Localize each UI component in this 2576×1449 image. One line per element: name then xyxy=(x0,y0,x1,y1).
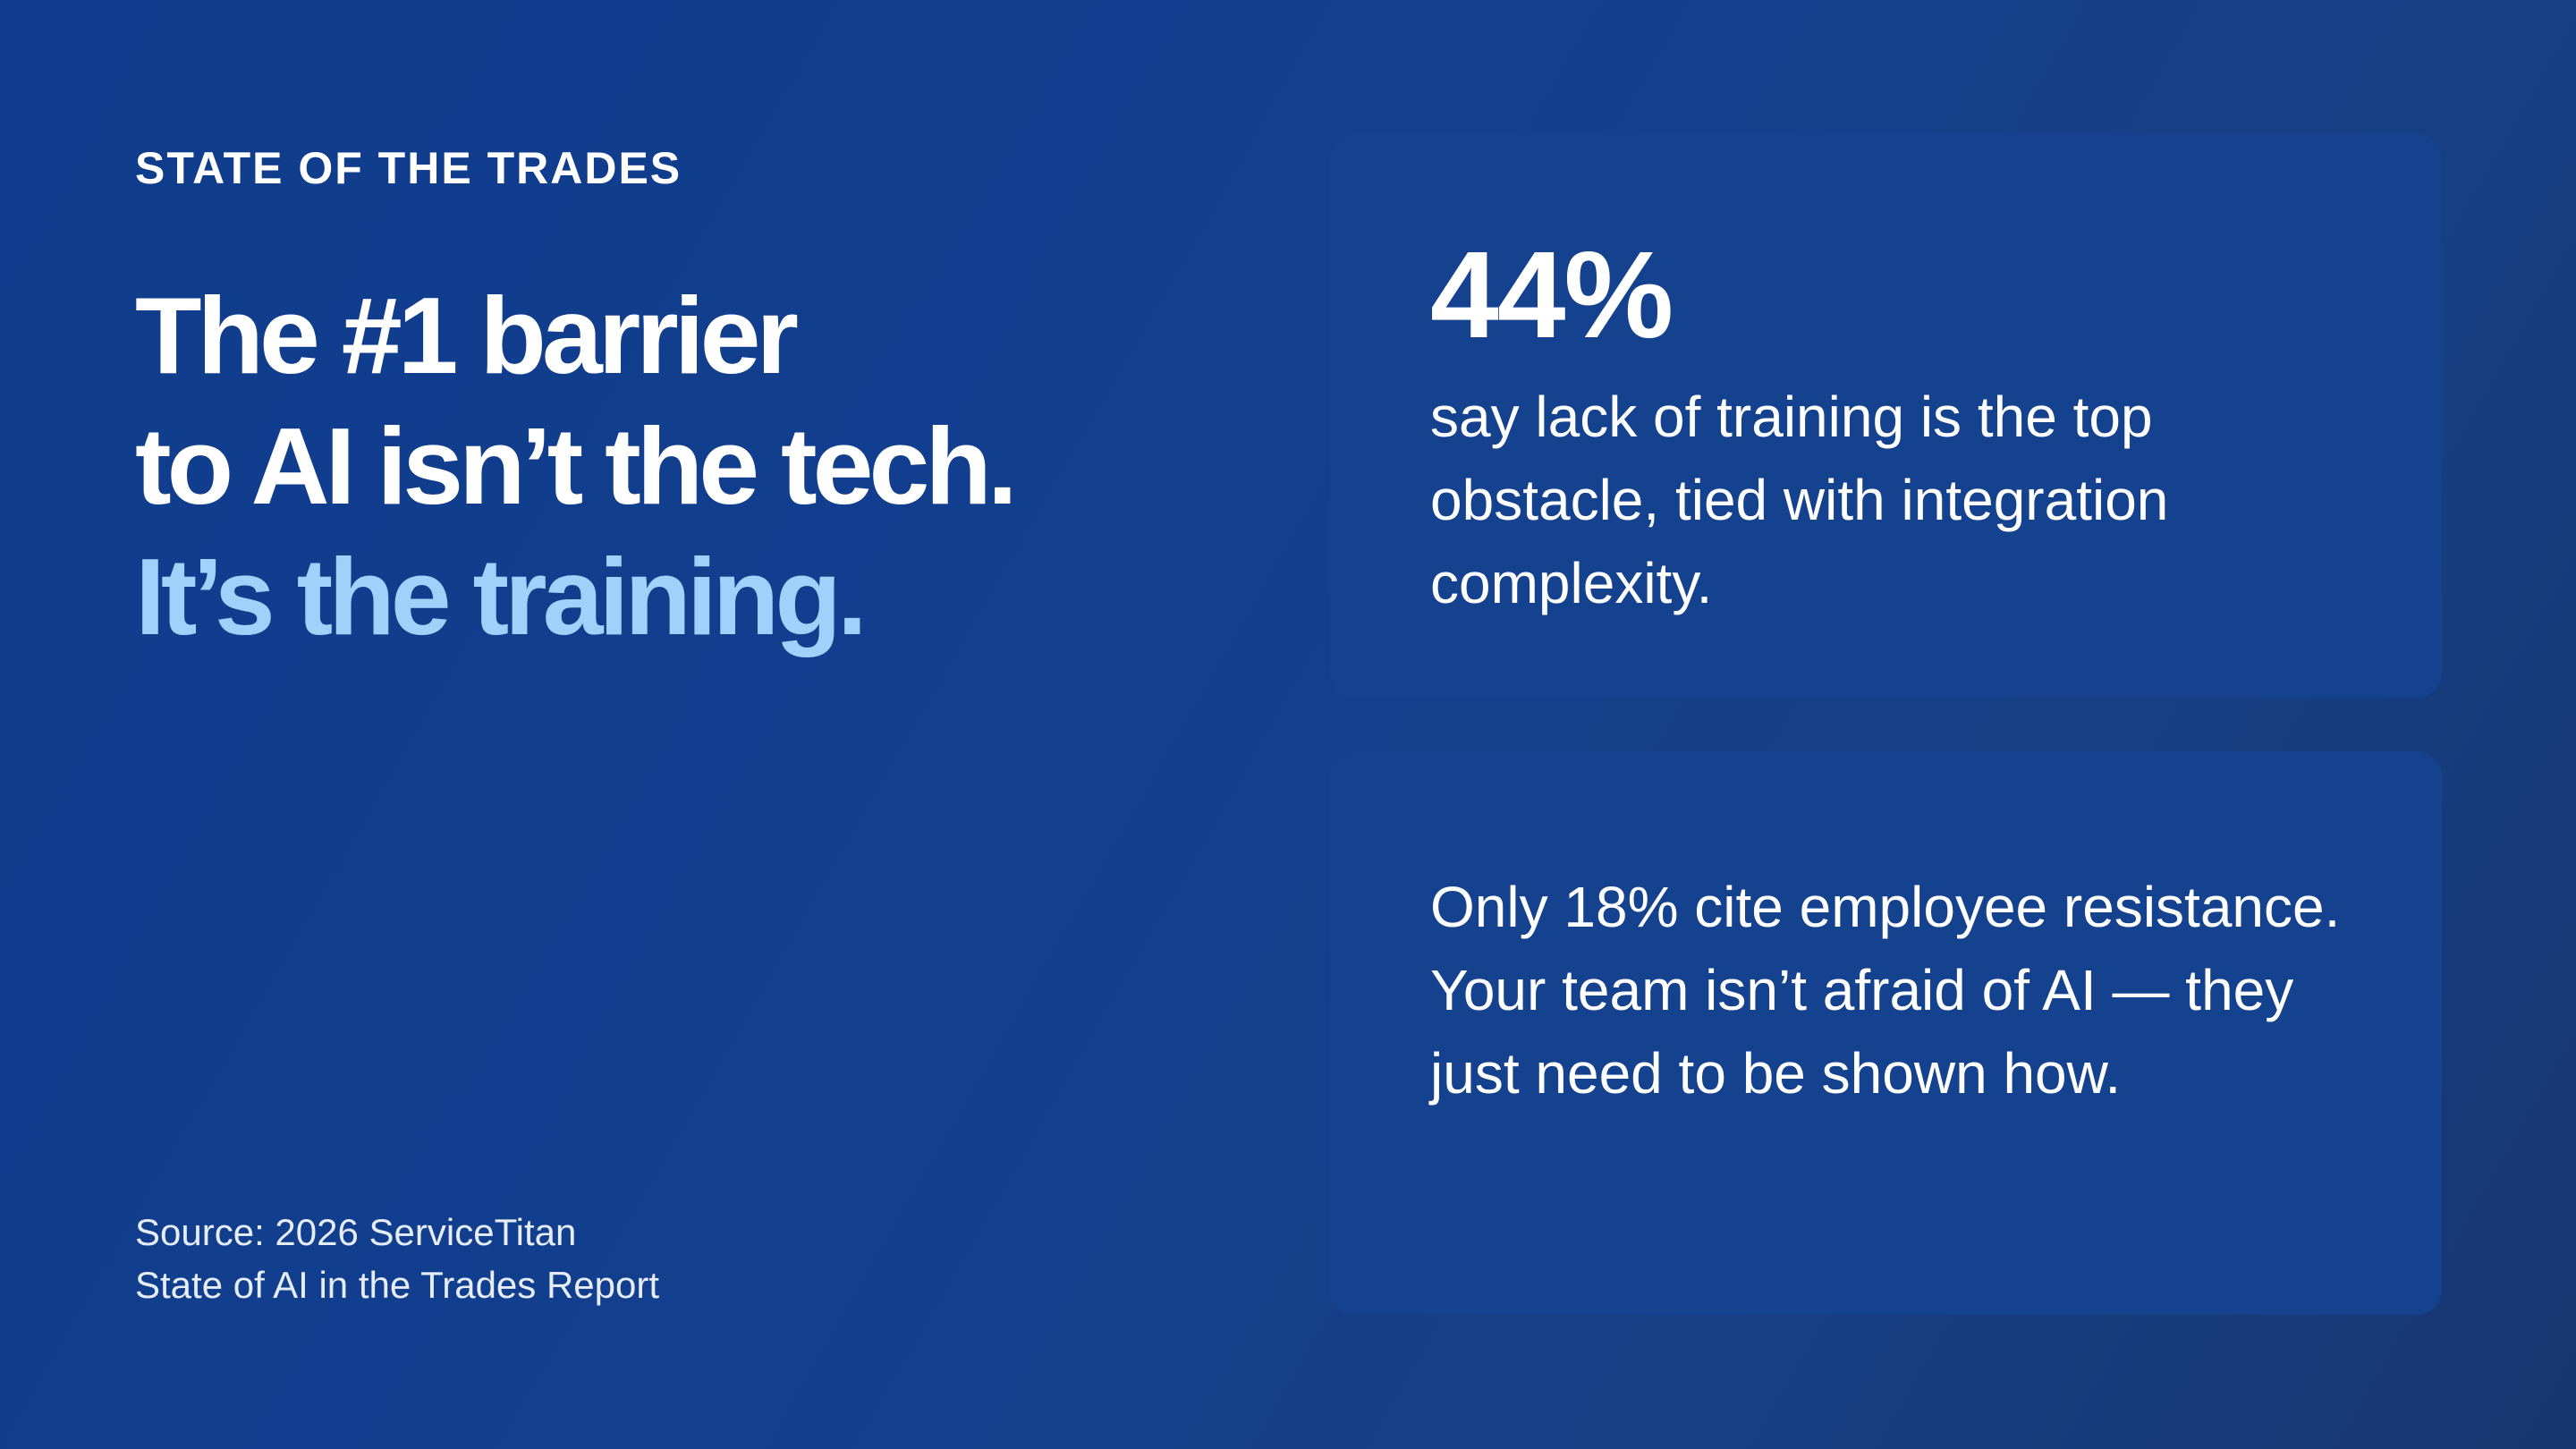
headline-line-1: The #1 barrier xyxy=(135,275,799,396)
stat-value: 44% xyxy=(1430,226,1674,364)
headline: The #1 barrier to AI isn’t the tech. It’… xyxy=(135,270,1253,662)
headline-line-2: to AI isn’t the tech. xyxy=(135,405,1018,527)
stat-card-training: 44% say lack of training is the top obst… xyxy=(1329,134,2442,698)
stat-card-resistance: Only 18% cite employee resistance. Your … xyxy=(1329,751,2442,1315)
source-line-1: Source: 2026 ServiceTitan xyxy=(135,1211,577,1253)
stat-description: say lack of training is the top obstacle… xyxy=(1430,385,2169,615)
source-citation: Source: 2026 ServiceTitan State of AI in… xyxy=(135,1206,659,1311)
headline-line-3-accent: It’s the training. xyxy=(135,536,868,657)
source-line-2: State of AI in the Trades Report xyxy=(135,1264,660,1306)
resistance-description: Only 18% cite employee resistance. Your … xyxy=(1430,875,2341,1106)
eyebrow-label: STATE OF THE TRADES xyxy=(135,143,682,193)
